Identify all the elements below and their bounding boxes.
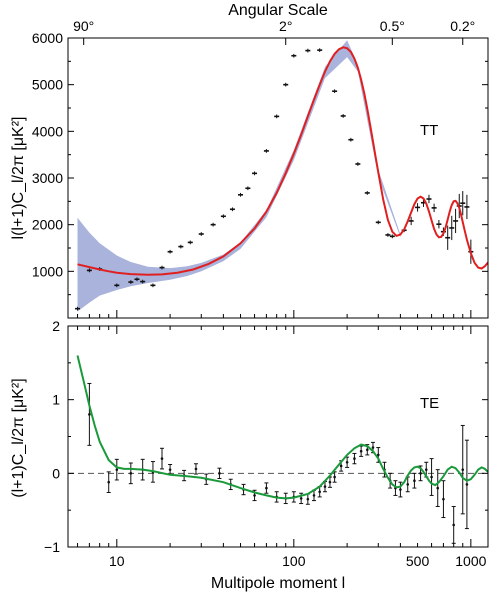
top-axis-tick-label: 0.5° <box>380 18 405 34</box>
te-data-point <box>419 472 422 475</box>
te-data-point <box>399 488 402 491</box>
te-data-point <box>88 413 91 416</box>
top-axis-tick-label: 90° <box>73 18 94 34</box>
te-y-axis-title: (l+1)C_l/2π [μK²] <box>10 378 27 497</box>
tt-y-axis: 1000 2000 3000 4000 5000 6000 <box>32 30 488 296</box>
tt-y-axis-title: l(l+1)C_l/2π [μK²] <box>10 117 27 240</box>
te-y-tick-label: 1 <box>52 392 60 408</box>
te-x-tick-label: 10 <box>109 553 125 569</box>
te-y-tick-label: 2 <box>52 318 60 334</box>
tt-panel-tag: TT <box>420 122 438 139</box>
tt-panel: 1000 2000 3000 4000 5000 6000 90° 2° 0.5° 0.2° T… <box>10 2 489 319</box>
te-panel-tag: TE <box>420 395 439 412</box>
tt-top-axis: 90° 2° 0.5° 0.2° <box>73 18 475 45</box>
te-data-point <box>107 480 111 484</box>
top-axis-tick-label: 0.2° <box>450 18 475 34</box>
tt-y-tick-label: 6000 <box>32 30 63 46</box>
te-y-tick-label: −1 <box>44 539 60 555</box>
top-axis-tick-label: 2° <box>279 18 292 34</box>
te-data-point <box>413 479 416 483</box>
te-data-point <box>452 523 455 527</box>
te-y-axis: −1 0 1 2 <box>44 318 488 555</box>
te-data-point <box>299 497 303 500</box>
x-axis-title: Multipole moment l <box>211 575 345 592</box>
te-frame <box>67 325 489 548</box>
te-data-point <box>168 468 172 471</box>
te-data-point <box>339 464 343 468</box>
tt-y-tick-label: 2000 <box>32 217 63 233</box>
te-data-point <box>353 457 356 460</box>
tt-model-curve <box>77 46 488 276</box>
te-data-point <box>371 446 375 449</box>
te-model-curve <box>76 355 488 500</box>
te-data-point <box>436 486 440 490</box>
te-data-point <box>265 486 268 490</box>
te-data-point <box>376 453 380 457</box>
te-data-point <box>328 480 332 484</box>
te-data-point <box>461 468 465 471</box>
te-data-point <box>129 472 133 475</box>
te-y-tick-label: 0 <box>52 465 60 481</box>
te-x-tick-label: 1000 <box>455 553 486 569</box>
te-data-point <box>194 467 198 471</box>
te-data-point <box>430 475 433 479</box>
te-data-point <box>333 475 336 479</box>
tt-y-tick-label: 3000 <box>32 170 63 186</box>
te-data-point <box>312 494 316 497</box>
te-data-point <box>442 497 445 501</box>
tt-y-tick-label: 4000 <box>32 123 63 139</box>
te-data-point <box>306 497 310 501</box>
te-x-tick-label: 100 <box>282 553 306 569</box>
te-data-point <box>218 472 221 475</box>
te-data-point <box>323 485 327 488</box>
te-data-point <box>345 460 349 464</box>
te-data-point <box>115 468 119 471</box>
te-data-point <box>253 494 256 497</box>
te-data-point <box>359 449 363 453</box>
te-x-axis: 10 100 500 1000 <box>77 326 487 569</box>
top-axis-title: Angular Scale <box>228 2 328 19</box>
te-data-point <box>406 483 410 486</box>
tt-y-tick-label: 5000 <box>32 77 63 93</box>
te-data-points <box>87 382 469 544</box>
te-data-point <box>318 490 321 494</box>
te-data-point <box>465 483 469 486</box>
te-data-point <box>160 457 164 460</box>
tt-cosmic-variance-band <box>77 40 401 312</box>
tt-x-axis-ticks <box>77 310 472 318</box>
te-x-tick-label: 500 <box>406 553 430 569</box>
te-data-point <box>424 468 428 471</box>
te-data-point <box>365 448 369 452</box>
tt-y-tick-label: 1000 <box>32 263 63 279</box>
